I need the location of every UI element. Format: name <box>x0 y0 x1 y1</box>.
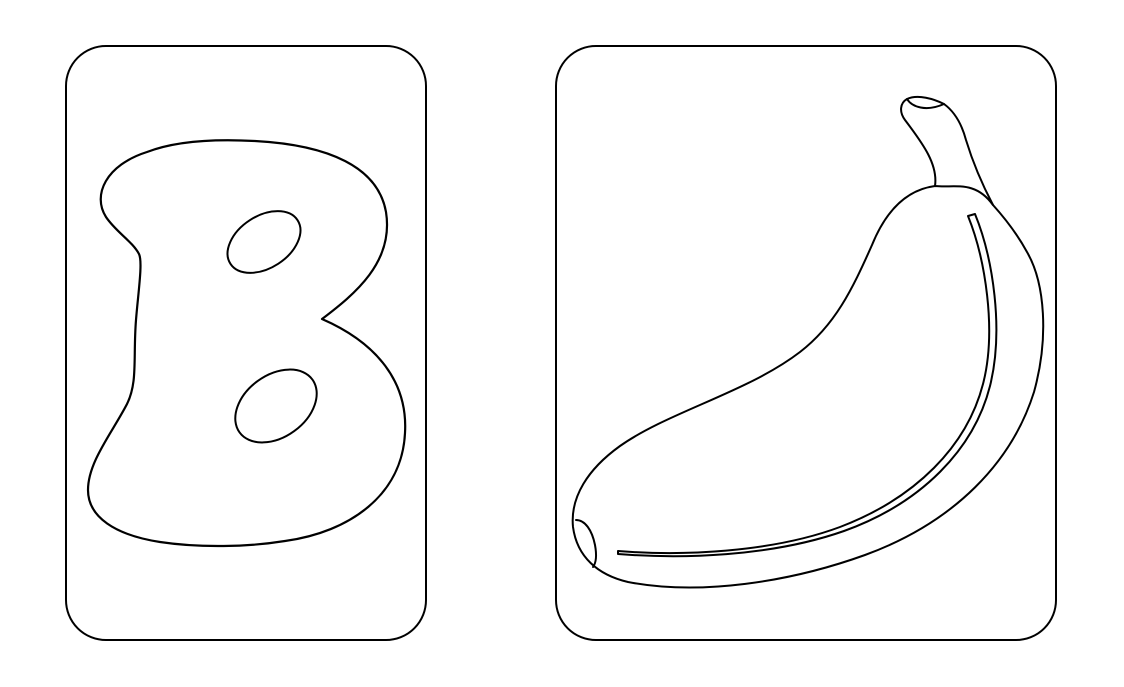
letter-b-upper-hole <box>226 210 302 274</box>
banana-card-frame <box>555 45 1057 641</box>
letter-b-lower-hole <box>234 368 318 444</box>
banana-card <box>555 45 1057 641</box>
banana-stem-tip <box>906 98 945 110</box>
banana-stem <box>900 95 994 206</box>
banana-ridge <box>617 213 998 558</box>
letter-card-frame <box>65 45 427 641</box>
letter-card <box>65 45 427 641</box>
letter-b-outline <box>86 139 407 548</box>
banana-body <box>571 185 1045 589</box>
banana-blossom-end <box>575 519 598 568</box>
